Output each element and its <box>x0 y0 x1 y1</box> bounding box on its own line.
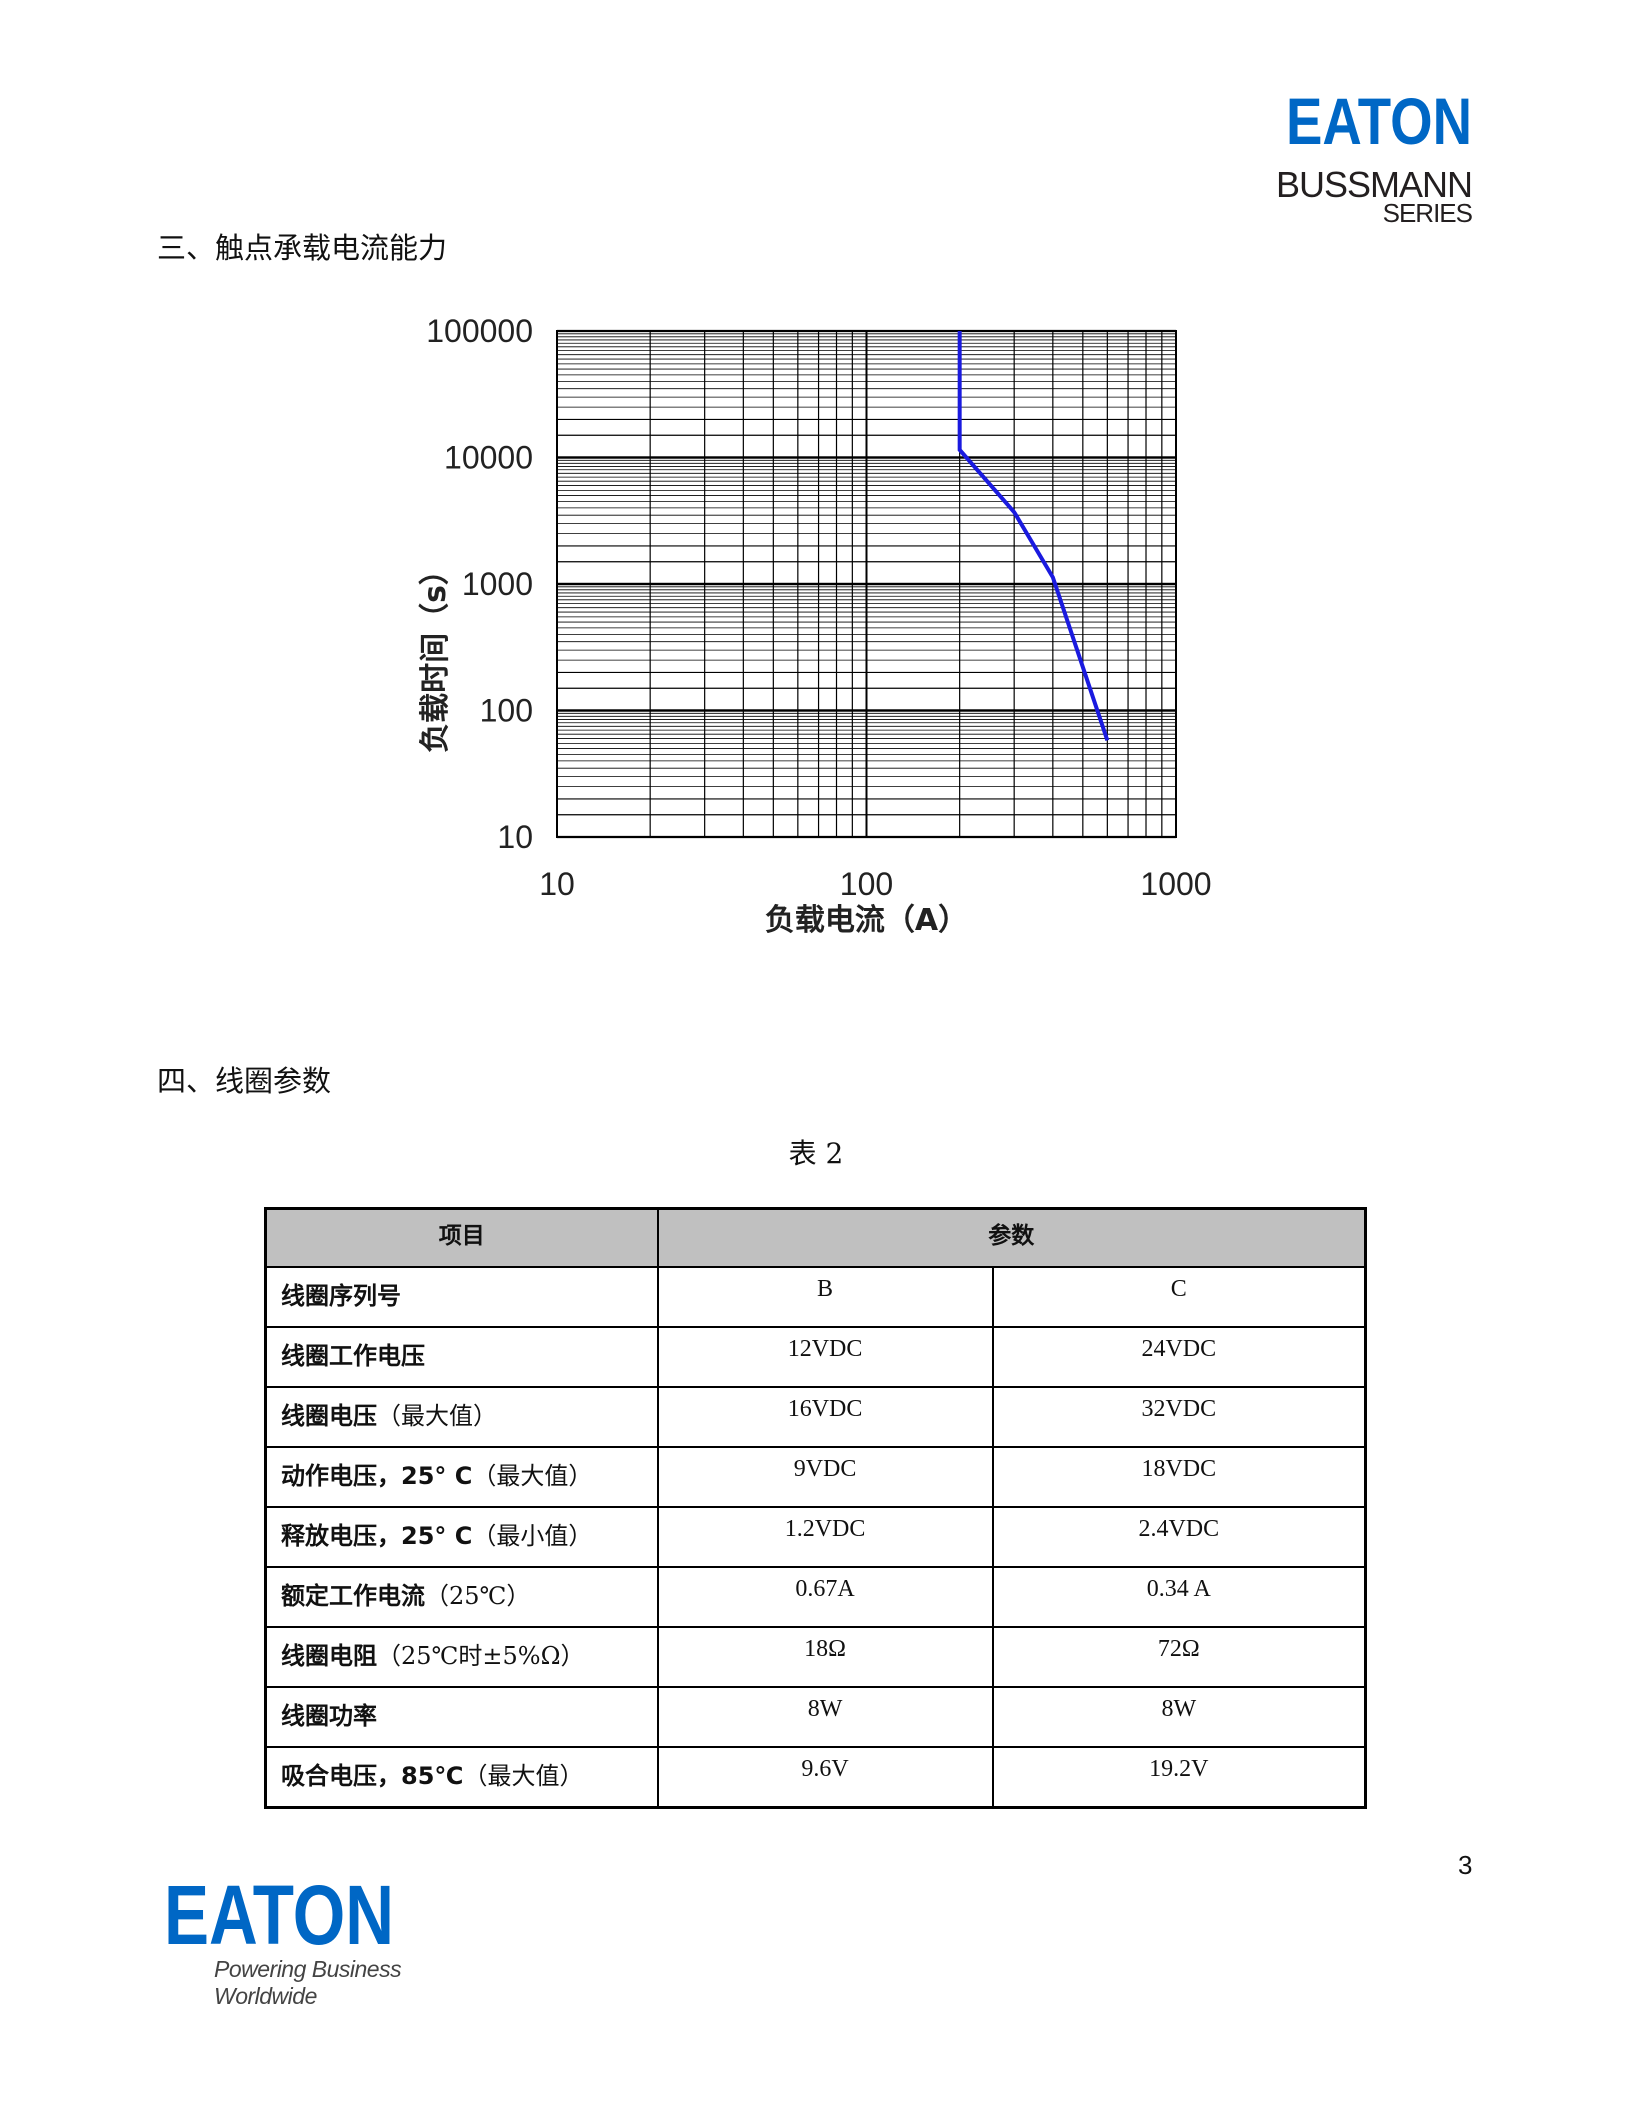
row-label-main: 线圈功率 <box>281 1702 377 1730</box>
value-b: 9VDC <box>656 1446 994 1508</box>
row-label-main: 线圈工作电压 <box>281 1342 425 1370</box>
row-label-main: 线圈电压 <box>281 1402 377 1430</box>
row-label: 线圈电阻（25℃时±5%Ω） <box>264 1626 659 1688</box>
row-label-main: 线圈电阻 <box>281 1642 377 1670</box>
header-item: 项目 <box>264 1207 659 1268</box>
row-label-note: （最小值） <box>472 1522 593 1550</box>
section-4-title: 四、线圈参数 <box>157 1064 332 1098</box>
row-label: 动作电压，25° C（最大值） <box>264 1446 659 1508</box>
coil-parameters-table: 项目 参数 线圈序列号 B C 线圈工作电压 12VDC 24VDC 线圈电压（最大… <box>264 1207 1367 1809</box>
table-row: 线圈电阻（25℃时±5%Ω） 18Ω 72Ω <box>264 1626 1367 1688</box>
value-b: 12VDC <box>656 1326 994 1388</box>
series-line <box>957 331 1110 742</box>
svg-text:EATON: EATON <box>1286 92 1472 152</box>
y-tick-label: 10 <box>497 819 533 855</box>
value-b: 8W <box>656 1686 994 1748</box>
row-label-note: （25℃） <box>425 1582 531 1610</box>
value-b: 9.6V <box>656 1746 994 1809</box>
x-tick-label: 10 <box>539 866 575 902</box>
row-label-main: 线圈序列号 <box>281 1282 401 1310</box>
row-label-note: （最大值） <box>377 1402 497 1430</box>
y-tick-label: 100000 <box>426 313 533 349</box>
row-label: 线圈电压（最大值） <box>264 1386 659 1448</box>
table-row: 线圈序列号 B C <box>264 1266 1367 1328</box>
row-label-main: 额定工作电流 <box>281 1582 425 1610</box>
table-row: 吸合电压，85℃（最大值） 9.6V 19.2V <box>264 1746 1367 1809</box>
value-b: 18Ω <box>656 1626 994 1688</box>
value-c: 0.34 A <box>991 1566 1367 1628</box>
row-label-note: （25℃时±5%Ω） <box>377 1642 585 1670</box>
value-c: C <box>991 1266 1367 1328</box>
row-label: 释放电压，25° C（最小值） <box>264 1506 659 1568</box>
table-row: 动作电压，25° C（最大值） 9VDC 18VDC <box>264 1446 1367 1508</box>
load-time-chart: 10 100 1000 10000 100000 10 100 1000 负载电流（A） 负载时间… <box>418 313 1212 938</box>
row-label-note: （最大值） <box>472 1462 593 1490</box>
value-c: 32VDC <box>991 1386 1367 1448</box>
table-row: 额定工作电流（25℃） 0.67A 0.34 A <box>264 1566 1367 1628</box>
footer-eaton-logo: EATON Powering Business Worldwide <box>160 1868 480 2009</box>
row-label: 线圈工作电压 <box>264 1326 659 1388</box>
table-row: 线圈功率 8W 8W <box>264 1686 1367 1748</box>
value-b: 16VDC <box>656 1386 994 1448</box>
table-caption: 表 2 <box>788 1137 844 1170</box>
eaton-logo-mark: EATON <box>1286 84 1472 158</box>
eaton-logo-mark: EATON <box>164 1868 394 1962</box>
value-c: 72Ω <box>991 1626 1367 1688</box>
table-header-row: 项目 参数 <box>264 1207 1367 1268</box>
value-c: 19.2V <box>991 1746 1367 1809</box>
y-axis-label: 负载时间（s） <box>418 555 453 753</box>
row-label: 线圈功率 <box>264 1686 659 1748</box>
value-c: 18VDC <box>991 1446 1367 1508</box>
x-axis-label: 负载电流（A） <box>765 903 968 938</box>
header-parameters: 参数 <box>656 1207 1367 1268</box>
eaton-bussmann-logo: EATON BUSSMANN SERIES <box>1276 84 1476 228</box>
y-tick-label: 10000 <box>444 440 533 476</box>
value-b: 0.67A <box>656 1566 994 1628</box>
table-row: 释放电压，25° C（最小值） 1.2VDC 2.4VDC <box>264 1506 1367 1568</box>
row-label-main: 动作电压，25° C <box>281 1462 473 1490</box>
value-c: 2.4VDC <box>991 1506 1367 1568</box>
page-number: 3 <box>1458 1850 1473 1880</box>
row-label: 吸合电压，85℃（最大值） <box>264 1746 659 1809</box>
value-c: 8W <box>991 1686 1367 1748</box>
x-tick-label: 1000 <box>1140 866 1211 902</box>
bussmann-text: BUSSMANN <box>1275 164 1473 205</box>
row-label: 额定工作电流（25℃） <box>264 1566 659 1628</box>
table-row: 线圈工作电压 12VDC 24VDC <box>264 1326 1367 1388</box>
table-row: 线圈电压（最大值） 16VDC 32VDC <box>264 1386 1367 1448</box>
row-label-main: 吸合电压，85℃ <box>281 1762 464 1790</box>
y-tick-label: 100 <box>480 693 533 729</box>
svg-text:EATON: EATON <box>164 1878 394 1950</box>
row-label-main: 释放电压，25° C <box>281 1522 473 1550</box>
series-text: SERIES <box>1382 198 1473 228</box>
y-tick-label: 1000 <box>462 566 533 602</box>
value-b: 1.2VDC <box>656 1506 994 1568</box>
value-b: B <box>656 1266 994 1328</box>
tagline: Powering Business Worldwide <box>214 1956 402 2009</box>
x-tick-label: 100 <box>840 866 893 902</box>
section-3-title: 三、触点承载电流能力 <box>157 231 448 265</box>
value-c: 24VDC <box>991 1326 1367 1388</box>
row-label: 线圈序列号 <box>264 1266 659 1328</box>
row-label-note: （最大值） <box>463 1762 584 1790</box>
